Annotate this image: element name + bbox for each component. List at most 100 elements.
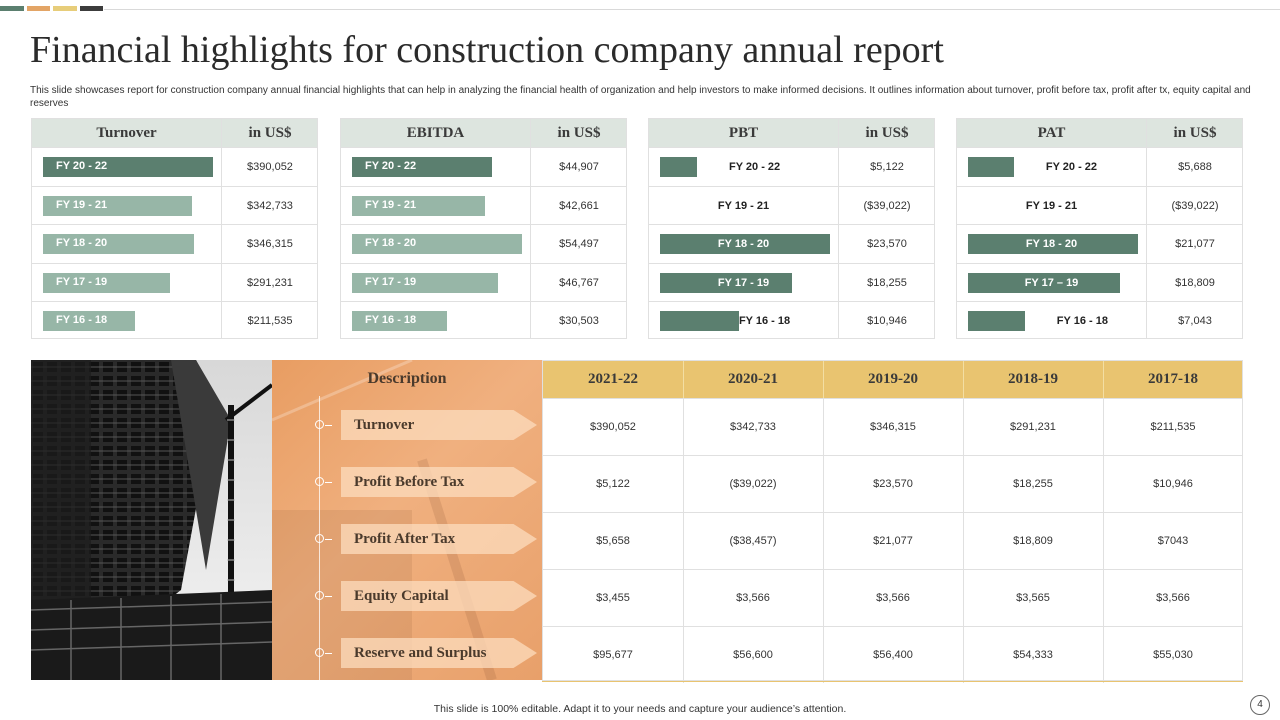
table-cell: $3,565: [1016, 592, 1050, 604]
column-divider: [1103, 627, 1104, 683]
kpi-table-header: PBT in US$: [649, 119, 934, 147]
page-number: 4: [1250, 695, 1270, 715]
kpi-bar-label: FY 16 - 18: [365, 314, 417, 327]
table-cell: $3,455: [596, 592, 630, 604]
kpi-row: FY 19 - 21 $42,661: [341, 185, 626, 225]
kpi-row: FY 18 - 20 $54,497: [341, 224, 626, 263]
table-cell: $56,400: [873, 649, 913, 661]
kpi-bar-label: FY 17 – 19: [1024, 276, 1079, 289]
year-header: 2020-21: [728, 371, 778, 387]
kpi-bar-label: FY 20 - 22: [729, 161, 781, 173]
column-divider: [963, 456, 964, 512]
kpi-row: FY 16 - 18 $10,946: [649, 301, 934, 340]
kpi-row: FY 20 - 22 $5,122: [649, 147, 934, 186]
table-cell: $7043: [1157, 535, 1189, 547]
table-cell: $346,315: [870, 421, 916, 433]
column-divider: [823, 513, 824, 569]
kpi-row: FY 16 - 18 $211,535: [32, 301, 317, 340]
kpi-row: FY 20 - 22 $44,907: [341, 147, 626, 186]
kpi-bar: [352, 195, 486, 216]
kpi-bar-label: FY 17 - 19: [365, 275, 417, 288]
description-panel: Description Turnover Profit Before Tax Pro…: [272, 360, 542, 680]
table-cell: $23,570: [873, 478, 913, 490]
kpi-row: FY 16 - 18 $30,503: [341, 301, 626, 340]
kpi-bar-label: FY 16 - 18: [1056, 315, 1108, 328]
kpi-unit-label: in US$: [865, 125, 909, 141]
column-divider: [1103, 456, 1104, 512]
kpi-bar: [352, 234, 522, 255]
kpi-value: $23,570: [867, 238, 907, 251]
table-cell: $3,566: [736, 592, 770, 604]
kpi-row: FY 18 - 20 $23,570: [649, 224, 934, 263]
kpi-bar: [968, 157, 1014, 177]
kpi-row: FY 17 - 19 $291,231: [32, 262, 317, 302]
kpi-value: $346,315: [247, 238, 293, 251]
kpi-bar: [660, 311, 739, 332]
kpi-metric-label: PAT: [1037, 125, 1066, 141]
kpi-value: $18,809: [1175, 276, 1215, 289]
kpi-value: $54,497: [559, 238, 599, 251]
column-divider: [963, 627, 964, 683]
summary-table-header: 2021-22 2020-21 2019-20 2018-19 2017-18: [543, 361, 1242, 398]
table-cell: $18,255: [1013, 478, 1053, 490]
table-row: $95,677 $56,600 $56,400 $54,333 $55,030: [543, 626, 1242, 683]
kpi-bar: [43, 311, 136, 332]
summary-table: 2021-22 2020-21 2019-20 2018-19 2017-18 $390…: [542, 360, 1243, 683]
table-cell: $56,600: [733, 649, 773, 661]
kpi-bar: [43, 234, 194, 255]
description-label: Turnover: [354, 417, 415, 433]
kpi-row: FY 16 - 18 $7,043: [957, 301, 1242, 340]
accent-bar-dark: [80, 6, 103, 11]
description-label: Profit After Tax: [354, 531, 456, 547]
kpi-bar-label: FY 18 - 20: [56, 237, 108, 250]
description-tag: Profit Before Tax: [341, 467, 537, 497]
table-cell: $3,566: [876, 592, 910, 604]
timeline-dot: [315, 420, 324, 429]
kpi-value: $30,503: [559, 315, 599, 328]
table-row: $390,052 $342,733 $346,315 $291,231 $211,535: [543, 398, 1242, 455]
timeline-connector: [325, 653, 332, 654]
page-title: Financial highlights for construction co…: [30, 29, 944, 71]
description-label: Equity Capital: [354, 588, 449, 604]
kpi-bar-label: FY 20 - 22: [1045, 161, 1098, 173]
kpi-bar: [660, 272, 792, 293]
year-header: 2017-18: [1148, 371, 1198, 387]
column-divider: [823, 570, 824, 626]
kpi-value: ($39,022): [863, 199, 911, 212]
table-cell: $3,566: [1156, 592, 1190, 604]
construction-photo: [31, 360, 272, 680]
table-cell: $291,231: [1010, 421, 1056, 433]
column-divider: [683, 456, 684, 512]
timeline-dot: [315, 477, 324, 486]
kpi-value: $21,077: [1175, 238, 1215, 251]
kpi-value: $342,733: [247, 199, 293, 212]
kpi-bar-label: FY 18 - 20: [717, 238, 770, 251]
kpi-bar: [660, 234, 830, 255]
kpi-bar: [352, 311, 448, 332]
kpi-value: $18,255: [867, 276, 907, 289]
header-divider: [963, 361, 964, 398]
table-cell: $5,122: [596, 478, 630, 490]
kpi-metric-label: Turnover: [96, 125, 157, 141]
accent-bar-yellow: [53, 6, 77, 11]
table-row: $5,658 ($38,457) $21,077 $18,809 $7043: [543, 512, 1242, 569]
column-divider: [683, 399, 684, 455]
column-divider: [823, 456, 824, 512]
kpi-bar-label: FY 20 - 22: [365, 160, 417, 172]
table-cell: $390,052: [590, 421, 636, 433]
column-divider: [683, 570, 684, 626]
table-cell: $55,030: [1153, 649, 1193, 661]
timeline-connector: [325, 539, 332, 540]
description-tag: Equity Capital: [341, 581, 537, 611]
kpi-bar-label: FY 19 - 21: [365, 198, 417, 211]
kpi-row: FY 19 - 21 $342,733: [32, 185, 317, 225]
kpi-bar: [660, 157, 697, 177]
kpi-bar: [968, 272, 1120, 293]
table-cell: $342,733: [730, 421, 776, 433]
kpi-row: FY 18 - 20 $21,077: [957, 224, 1242, 263]
table-bottom-rule: [542, 681, 1243, 682]
kpi-bar-label: FY 17 - 19: [56, 275, 108, 288]
kpi-bar-label: FY 20 - 22: [56, 160, 108, 172]
kpi-row: FY 19 - 21 ($39,022): [649, 185, 934, 225]
kpi-value: $46,767: [559, 276, 599, 289]
